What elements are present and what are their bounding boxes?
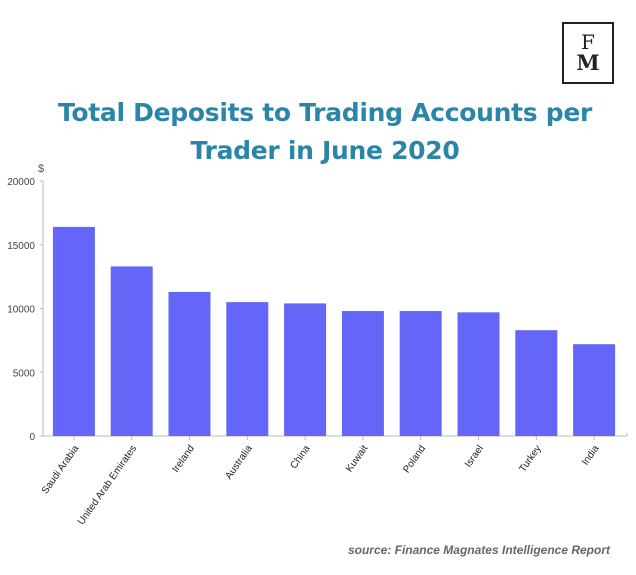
y-tick-label: 20000 xyxy=(7,177,35,188)
y-tick-label: 5000 xyxy=(13,368,36,379)
logo-letter-f: F xyxy=(581,30,595,54)
x-tick-label: Australia xyxy=(223,443,255,482)
bar xyxy=(515,330,558,436)
bar xyxy=(399,311,442,436)
chart-bars xyxy=(52,226,616,436)
bar xyxy=(52,226,95,436)
x-tick-label: Israel xyxy=(463,443,486,469)
y-tick-label: 15000 xyxy=(7,241,35,252)
bar xyxy=(284,303,327,436)
bar xyxy=(573,344,616,436)
x-tick-label: Saudi Arabia xyxy=(40,443,82,496)
bar xyxy=(457,312,500,436)
chart-title: Total Deposits to Trading Accounts per T… xyxy=(57,98,593,165)
x-tick-label: United Arab Emirates xyxy=(76,443,139,527)
fm-logo: F M xyxy=(562,22,614,84)
bar xyxy=(226,302,269,436)
x-tick-label: China xyxy=(289,443,313,471)
bar xyxy=(110,266,153,436)
bar xyxy=(341,311,384,436)
x-tick-label: Ireland xyxy=(170,443,197,474)
x-tick-label: Poland xyxy=(401,443,428,475)
bar xyxy=(168,291,211,436)
logo-letter-m: M xyxy=(576,50,600,75)
source-note: source: Finance Magnates Intelligence Re… xyxy=(347,543,610,557)
y-tick-label: 10000 xyxy=(7,305,35,316)
x-tick-label: Turkey xyxy=(517,443,543,474)
x-tick-label: India xyxy=(580,443,602,467)
x-tick-label: Kuwait xyxy=(344,443,370,474)
y-tick-label: 0 xyxy=(29,432,35,443)
y-axis-unit-label: $ xyxy=(38,163,45,175)
